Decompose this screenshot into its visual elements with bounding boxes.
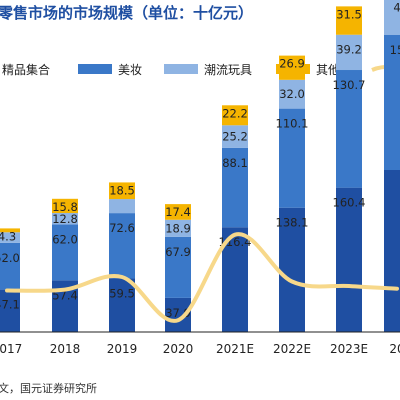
data-label-beauty: 52.0 [0, 251, 20, 265]
bar-segment-beauty [336, 70, 362, 188]
data-label-other: 17.4 [165, 205, 191, 219]
data-label-beauty: 72.6 [109, 221, 135, 235]
data-label-boutique: 47.1 [0, 298, 20, 312]
legend-label: 潮流玩具 [204, 62, 252, 77]
bar-segment-trendy-toys [336, 34, 362, 71]
data-label-other: 4.3 [0, 229, 16, 243]
bar-segment-other [52, 198, 78, 214]
data-label-other: 15.8 [52, 200, 78, 214]
bar-segment-beauty [109, 213, 135, 279]
bar-segment-other [279, 55, 305, 80]
bar-segment-beauty [0, 242, 20, 290]
source-note: 文，国元证券研究所 [0, 381, 97, 395]
x-tick-label: 2022E [273, 342, 311, 356]
data-labels: 47.152.04.357.462.012.815.859.572.618.53… [0, 1, 400, 320]
data-label-beauty: 67.9 [165, 245, 191, 259]
data-label-beauty: 88.1 [222, 156, 248, 170]
data-label-trendy-toys: 32.0 [279, 87, 305, 101]
bar-segment-trendy-toys [222, 125, 248, 148]
data-label-beauty: 15 [390, 43, 400, 57]
bar-segment-other [0, 228, 20, 233]
bar-segment-other [109, 182, 135, 200]
x-tick-label: 2023E [330, 342, 368, 356]
x-tick-label: 2021E [216, 342, 254, 356]
data-label-beauty: 62.0 [52, 233, 78, 247]
data-label-trendy-toys: 4 [393, 1, 400, 15]
x-tick-label: 2018 [50, 342, 81, 356]
legend-label: 其他 [316, 63, 340, 77]
legend-swatch [164, 64, 198, 74]
legend-item-boutique: 精品集合 [2, 62, 50, 77]
data-label-beauty: 130.7 [333, 78, 366, 92]
bar-segment-trendy-toys [52, 213, 78, 225]
x-axis-ticks: 2017 2018 2019 2020 2021E 2022E 2023E 20 [0, 342, 400, 356]
bar-segment-trendy-toys [0, 232, 20, 243]
legend-swatch [78, 64, 112, 74]
bar-segment-boutique [384, 170, 400, 332]
bar-segment-trendy-toys [384, 0, 400, 35]
bar-segment-beauty [384, 35, 400, 170]
bar-segment-trendy-toys [165, 219, 191, 237]
data-label-other: 22.2 [222, 106, 248, 120]
bar-segment-other [222, 105, 248, 126]
data-label-trendy-toys: 39.2 [336, 43, 362, 57]
bar-segment-boutique [279, 207, 305, 332]
bar-segment-beauty [279, 108, 305, 208]
bar-segment-beauty [52, 224, 78, 281]
data-label-boutique: 59.5 [109, 286, 135, 300]
bar-segment-boutique [336, 187, 362, 332]
bar-segment-beauty [165, 236, 191, 298]
data-label-other: 18.5 [109, 183, 135, 197]
bar-segment-trendy-toys [109, 199, 135, 214]
bar-segment-other [165, 204, 191, 220]
data-label-trendy-toys: 18.9 [165, 221, 191, 235]
bar-segment-trendy-toys [279, 79, 305, 109]
data-label-boutique: 160.4 [333, 196, 366, 210]
trend-line-path [5, 232, 399, 323]
trend-line [5, 232, 399, 323]
data-label-other: 31.5 [336, 7, 362, 21]
x-tick-label: 2019 [107, 342, 138, 356]
data-label-trendy-toys: 12.8 [52, 212, 78, 226]
legend-label: 精品集合 [2, 62, 50, 77]
x-tick-label: 2017 [0, 342, 22, 356]
bar-segment-boutique [109, 278, 135, 332]
bar-segment-other [336, 6, 362, 35]
data-label-boutique: 138.1 [276, 216, 309, 230]
data-label-beauty: 110.1 [276, 117, 309, 131]
chart-title: 零售市场的市场规模（单位：十亿元） [0, 4, 253, 22]
legend-item-trendy-toys: 潮流玩具 [164, 62, 252, 77]
data-label-other: 26.9 [279, 57, 305, 71]
x-tick-label: 2020 [163, 342, 194, 356]
bar-segment-boutique [0, 289, 20, 332]
bar-segment-beauty [222, 147, 248, 228]
x-tick-label: 20 [389, 342, 400, 356]
data-label-trendy-toys: 25.2 [222, 130, 248, 144]
legend-label: 美妆 [118, 63, 142, 77]
legend-item-beauty: 美妆 [78, 63, 142, 77]
